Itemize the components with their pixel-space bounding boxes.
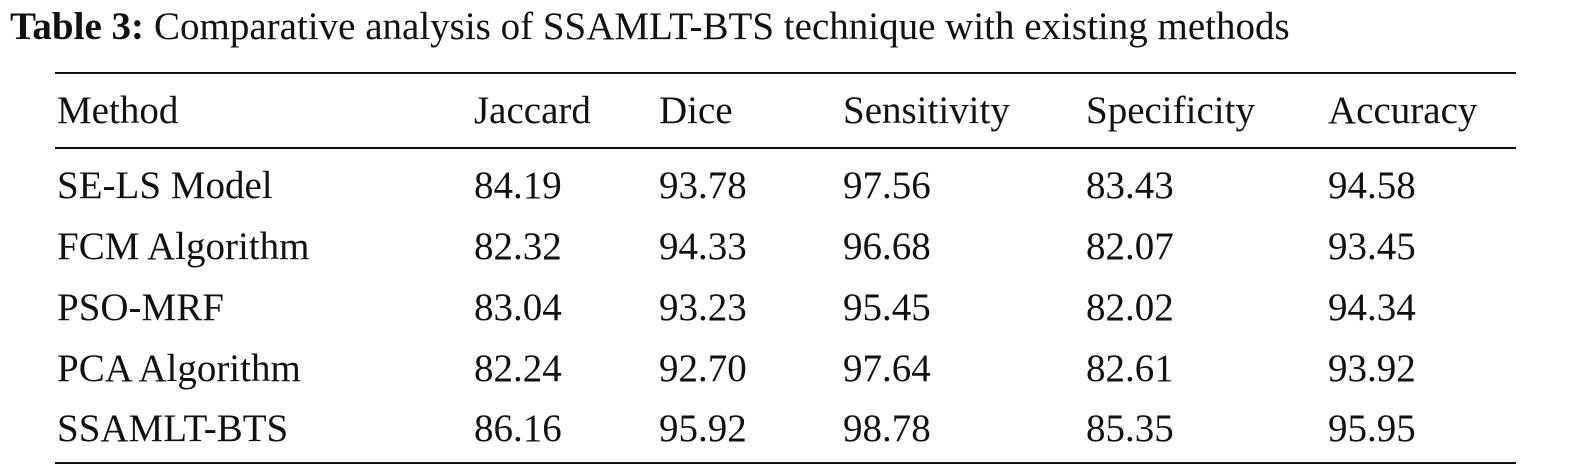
accuracy-cell: 93.92 (1328, 347, 1416, 390)
sensitivity-cell: 96.68 (843, 225, 931, 268)
table-caption: Table 3: Comparative analysis of SSAMLT-B… (10, 4, 1290, 50)
jaccard-cell: 82.24 (474, 347, 562, 390)
dice-cell: 93.78 (659, 164, 747, 207)
method-cell: SSAMLT-BTS (57, 407, 289, 450)
method-cell: FCM Algorithm (57, 225, 310, 268)
sensitivity-cell: 97.64 (843, 347, 931, 390)
specificity-cell: 82.02 (1086, 286, 1174, 329)
column-header-dice: Dice (659, 89, 733, 132)
jaccard-cell: 86.16 (474, 407, 562, 450)
column-header-specificity: Specificity (1086, 89, 1255, 132)
column-header-accuracy: Accuracy (1328, 89, 1478, 132)
jaccard-cell: 84.19 (474, 164, 562, 207)
method-cell: SE-LS Model (57, 164, 273, 207)
column-header-method: Method (57, 89, 179, 132)
specificity-cell: 82.07 (1086, 225, 1174, 268)
column-header-jaccard: Jaccard (474, 89, 591, 132)
table-caption-label: Table 3: (10, 5, 145, 48)
dice-cell: 93.23 (659, 286, 747, 329)
table-top-rule (55, 72, 1516, 74)
accuracy-cell: 94.34 (1328, 286, 1416, 329)
sensitivity-cell: 95.45 (843, 286, 931, 329)
dice-cell: 92.70 (659, 347, 747, 390)
method-cell: PCA Algorithm (57, 347, 301, 390)
accuracy-cell: 95.95 (1328, 407, 1416, 450)
accuracy-cell: 94.58 (1328, 164, 1416, 207)
jaccard-cell: 82.32 (474, 225, 562, 268)
column-header-sensitivity: Sensitivity (843, 89, 1010, 132)
sensitivity-cell: 98.78 (843, 407, 931, 450)
specificity-cell: 82.61 (1086, 347, 1174, 390)
table-header-rule (55, 147, 1516, 149)
jaccard-cell: 83.04 (474, 286, 562, 329)
dice-cell: 95.92 (659, 407, 747, 450)
table-caption-text: Comparative analysis of SSAMLT-BTS techn… (154, 5, 1290, 48)
specificity-cell: 83.43 (1086, 164, 1174, 207)
sensitivity-cell: 97.56 (843, 164, 931, 207)
accuracy-cell: 93.45 (1328, 225, 1416, 268)
dice-cell: 94.33 (659, 225, 747, 268)
table-bottom-rule (55, 462, 1516, 464)
specificity-cell: 85.35 (1086, 407, 1174, 450)
method-cell: PSO-MRF (57, 286, 224, 329)
